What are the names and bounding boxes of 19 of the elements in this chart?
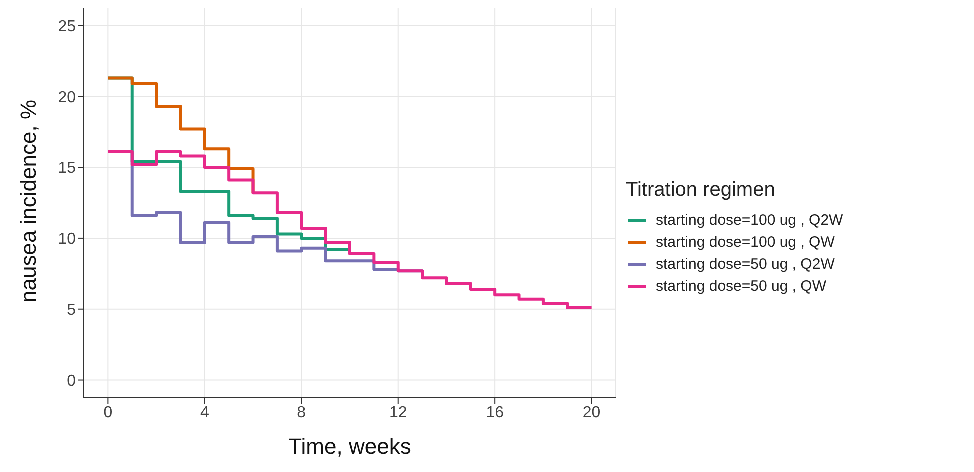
y-tick-label: 15: [58, 160, 76, 178]
legend-title: Titration regimen: [626, 178, 776, 202]
y-tick-label: 25: [58, 18, 76, 36]
legend-label: starting dose=50 ug , Q2W: [656, 256, 835, 273]
x-axis-title: Time, weeks: [288, 434, 412, 459]
legend-label: starting dose=100 ug , QW: [656, 234, 835, 251]
x-tick-label: 12: [389, 404, 408, 422]
x-tick-label: 8: [297, 404, 306, 422]
legend-label: starting dose=50 ug , QW: [656, 278, 827, 295]
y-tick-label: 20: [58, 89, 76, 106]
x-tick-label: 4: [200, 404, 210, 422]
x-tick-label: 20: [582, 404, 601, 422]
y-tick-label: 5: [67, 302, 76, 320]
y-axis-title: nausea incidence, %: [16, 100, 41, 303]
x-tick-label: 16: [486, 404, 504, 422]
x-tick-label: 0: [104, 404, 113, 422]
y-tick-label: 0: [67, 372, 76, 390]
y-tick-label: 10: [58, 231, 76, 248]
legend-label: starting dose=100 ug , Q2W: [656, 212, 844, 229]
